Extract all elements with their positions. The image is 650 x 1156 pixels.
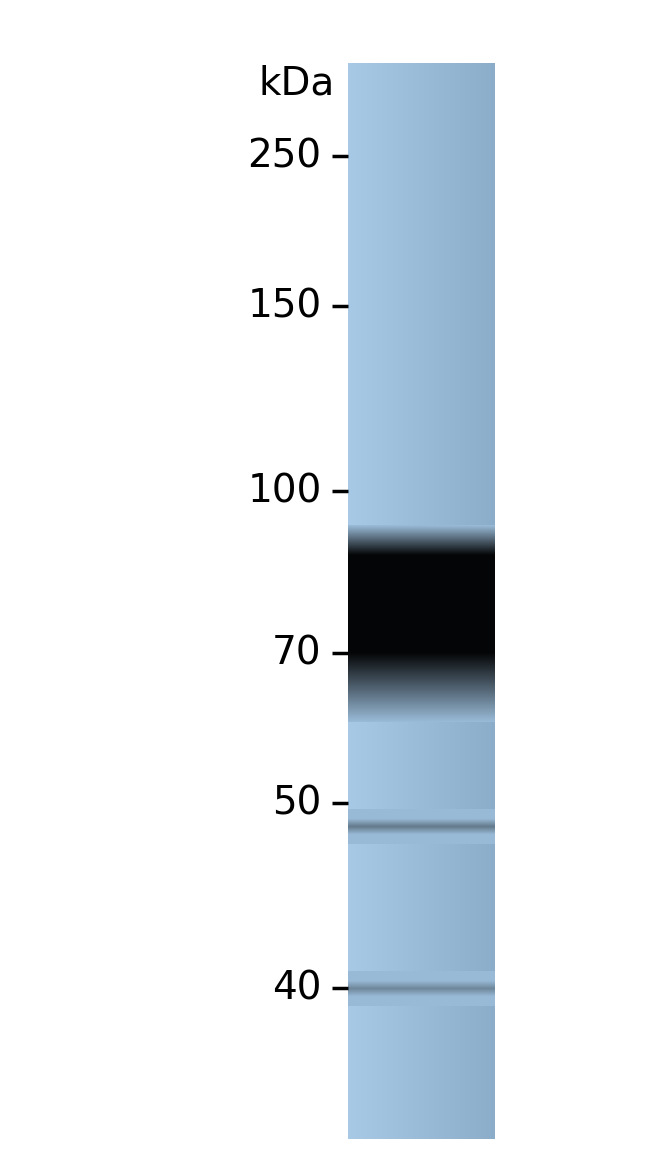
Text: 250: 250 bbox=[248, 138, 322, 175]
Text: 50: 50 bbox=[272, 785, 322, 822]
Text: 100: 100 bbox=[248, 473, 322, 510]
Text: 150: 150 bbox=[248, 288, 322, 325]
Text: kDa: kDa bbox=[259, 65, 335, 102]
Text: 70: 70 bbox=[272, 635, 322, 672]
Text: 40: 40 bbox=[272, 970, 322, 1007]
